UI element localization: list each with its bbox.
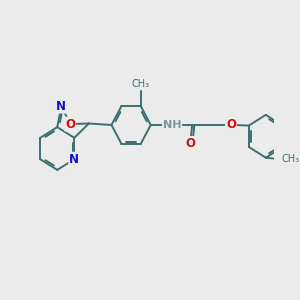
Text: NH: NH <box>163 120 181 130</box>
Text: CH₃: CH₃ <box>282 154 300 164</box>
Text: N: N <box>56 100 66 113</box>
Text: O: O <box>226 118 236 131</box>
Text: N: N <box>69 153 79 166</box>
Text: CH₃: CH₃ <box>132 79 150 89</box>
Text: O: O <box>186 137 196 150</box>
Text: O: O <box>65 118 75 130</box>
